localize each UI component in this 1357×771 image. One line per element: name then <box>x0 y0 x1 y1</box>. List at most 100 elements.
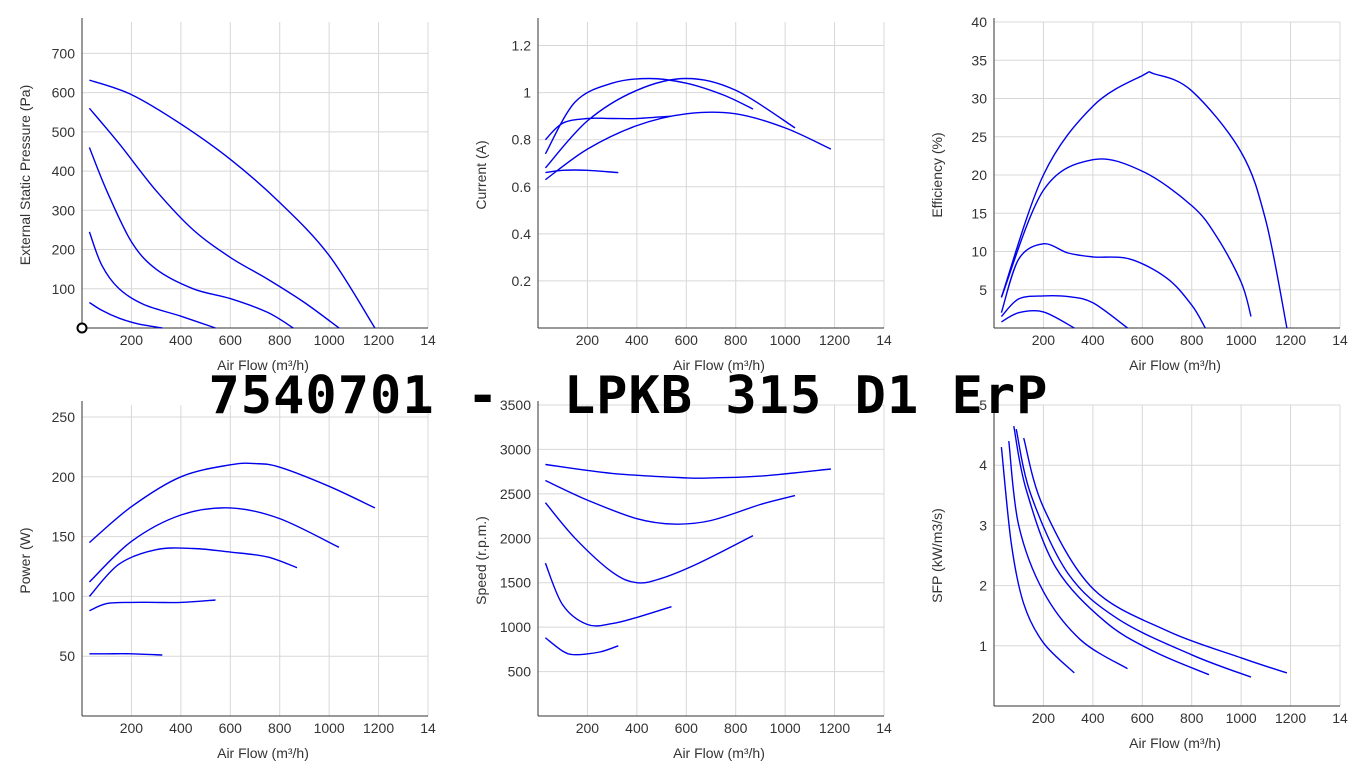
y-tick-label: 25 <box>971 129 987 145</box>
series-line-2 <box>88 107 340 329</box>
y-tick-label: 600 <box>52 85 76 101</box>
series-line-1 <box>1000 71 1288 329</box>
y-tick-label: 0.8 <box>512 132 532 148</box>
x-tick-label: 800 <box>724 332 748 348</box>
y-tick-label: 50 <box>59 648 75 664</box>
x-tick-label: 200 <box>576 332 600 348</box>
x-tick-label: 800 <box>1180 332 1204 348</box>
x-tick-label: 800 <box>1180 710 1204 726</box>
chart-5: 500 1000 1500 2000 2500 3000 3500 200 400 600 800 1… <box>473 397 892 761</box>
series-line-4 <box>1015 428 1252 678</box>
y-tick-label: 0.4 <box>512 226 532 242</box>
x-tick-label: 800 <box>268 720 292 736</box>
y-tick-label: 400 <box>52 163 76 179</box>
x-tick-label: 400 <box>169 720 193 736</box>
y-tick-label: 5 <box>979 282 987 298</box>
x-tick-label: 200 <box>120 332 144 348</box>
series-line-4 <box>88 231 216 329</box>
y-tick-label: 30 <box>971 91 987 107</box>
x-tick-label: 600 <box>1131 332 1155 348</box>
series-line-3 <box>88 547 298 597</box>
x-tick-label: 800 <box>268 332 292 348</box>
x-tick-label: 400 <box>625 332 649 348</box>
x-tick-label: 1000 <box>1226 710 1257 726</box>
y-tick-label: 500 <box>508 664 532 680</box>
series-line-4 <box>544 562 672 627</box>
y-tick-label: 1.2 <box>512 38 532 54</box>
chart-2: 0.2 0.4 0.6 0.8 1 1.2 200 400 600 800 1000 1200 14 Ai… <box>473 18 892 373</box>
product-title: 7540701 - LPKB 315 D1 ErP <box>208 366 1049 426</box>
y-tick-label: 1 <box>523 85 531 101</box>
y-tick-label: 2500 <box>500 486 531 502</box>
x-tick-label: 200 <box>1032 332 1056 348</box>
x-tick-label: 14 <box>420 720 436 736</box>
y-tick-label: 150 <box>52 529 76 545</box>
series-line-2 <box>544 77 796 169</box>
series-line-1 <box>544 111 832 181</box>
y-tick-label: 250 <box>52 409 76 425</box>
y-axis-label: SFP (kW/m3/s) <box>929 508 945 603</box>
series-line-2 <box>545 479 796 525</box>
y-tick-label: 0.6 <box>512 179 532 195</box>
x-axis-label: Air Flow (m³/h) <box>1129 357 1221 373</box>
y-tick-label: 35 <box>971 52 987 68</box>
x-axis-label: Air Flow (m³/h) <box>217 357 309 373</box>
y-tick-label: 100 <box>52 588 76 604</box>
series-line-3 <box>544 77 754 155</box>
x-tick-label: 400 <box>1081 332 1105 348</box>
x-tick-label: 1000 <box>770 332 801 348</box>
series-line-3 <box>1013 425 1210 676</box>
series-line-5 <box>89 653 163 656</box>
x-tick-label: 200 <box>1032 710 1056 726</box>
x-tick-label: 1000 <box>1226 332 1257 348</box>
series-line-4 <box>544 115 672 141</box>
x-tick-label: 1200 <box>363 720 394 736</box>
series-line-3 <box>544 502 754 584</box>
y-tick-label: 1000 <box>500 619 531 635</box>
y-tick-label: 5 <box>979 397 987 413</box>
y-tick-label: 100 <box>52 281 76 297</box>
y-axis-label: Current (A) <box>473 140 489 209</box>
y-tick-label: 200 <box>52 469 76 485</box>
x-tick-label: 1000 <box>314 332 345 348</box>
x-tick-label: 400 <box>1081 710 1105 726</box>
y-axis-label: External Static Pressure (Pa) <box>17 85 33 266</box>
y-tick-label: 3 <box>979 517 987 533</box>
y-tick-label: 2000 <box>500 530 531 546</box>
series-line-3 <box>88 147 294 329</box>
x-tick-label: 1000 <box>770 720 801 736</box>
x-tick-label: 600 <box>219 332 243 348</box>
x-tick-label: 600 <box>675 332 699 348</box>
x-tick-label: 1200 <box>1275 710 1306 726</box>
y-tick-label: 15 <box>971 205 987 221</box>
y-tick-label: 3500 <box>500 397 531 413</box>
y-tick-label: 300 <box>52 202 76 218</box>
y-tick-label: 200 <box>52 242 76 258</box>
origin-marker <box>76 322 88 334</box>
x-tick-label: 14 <box>1332 332 1348 348</box>
y-tick-label: 4 <box>979 457 987 473</box>
series-line-3 <box>1000 243 1206 329</box>
x-axis-label: Air Flow (m³/h) <box>1129 735 1221 751</box>
y-axis-label: Efficiency (%) <box>929 132 945 217</box>
x-tick-label: 800 <box>724 720 748 736</box>
x-tick-label: 1200 <box>363 332 394 348</box>
series-line-2 <box>1008 441 1128 670</box>
y-tick-label: 1500 <box>500 575 531 591</box>
chart-6: 1 2 3 4 5 200 400 600 800 1000 1200 14 Air Flow (m³/… <box>929 397 1348 751</box>
x-tick-label: 1200 <box>819 332 850 348</box>
y-tick-label: 20 <box>971 167 987 183</box>
x-tick-label: 14 <box>876 720 892 736</box>
x-tick-label: 1200 <box>819 720 850 736</box>
x-tick-label: 14 <box>1332 710 1348 726</box>
series-line-5 <box>544 637 619 656</box>
y-tick-label: 1 <box>979 638 987 654</box>
series-line-2 <box>1000 158 1252 317</box>
chart-4: 50 100 150 200 250 200 400 600 800 1000 1200 14 Air … <box>17 401 436 761</box>
series-line-1 <box>89 79 376 329</box>
y-tick-label: 3000 <box>500 441 531 457</box>
x-tick-label: 600 <box>1131 710 1155 726</box>
x-tick-label: 200 <box>576 720 600 736</box>
series-line-5 <box>89 301 163 329</box>
y-axis-label: Speed (r.p.m.) <box>473 516 489 605</box>
